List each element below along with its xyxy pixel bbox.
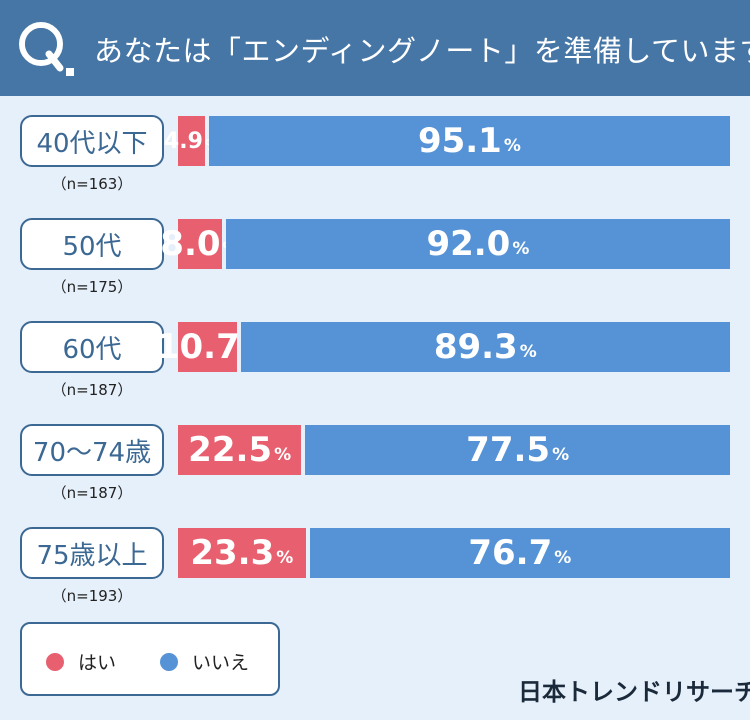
data-label-value: 77.5 bbox=[466, 430, 551, 470]
legend-label-yes: はい bbox=[78, 652, 117, 674]
sample-size-label: （n=193） bbox=[51, 587, 133, 605]
bar-segment-yes: 8.0% bbox=[160, 219, 240, 269]
category-label: 50代 bbox=[20, 218, 164, 270]
bar-segment-yes: 23.3% bbox=[178, 528, 306, 578]
stacked-bar: 8.0%92.0% bbox=[160, 219, 730, 269]
chart-row: 40代以下（n=163）4.9%95.1% bbox=[0, 115, 750, 225]
data-label-value: 95.1 bbox=[417, 121, 502, 161]
question-header: あなたは「エンディングノート」を準備していますか？ bbox=[0, 0, 750, 96]
bar-segment-no: 92.0% bbox=[225, 219, 730, 269]
legend-dot-yes bbox=[46, 652, 64, 671]
stacked-bar: 10.7%89.3% bbox=[156, 322, 730, 372]
data-label-unit: % bbox=[274, 445, 292, 465]
bar-segment-yes: 22.5% bbox=[178, 425, 302, 475]
chart-row: 75歳以上 （n=193） 23.3% 76.7% bbox=[0, 527, 750, 637]
category-label: 40代以下 bbox=[20, 115, 164, 167]
legend-dot-no bbox=[160, 652, 178, 671]
data-label-value: 10.7 bbox=[155, 327, 240, 367]
category-label: 75歳以上 bbox=[20, 527, 164, 579]
stacked-bar: 22.5% 77.5% bbox=[178, 425, 730, 475]
data-label-unit: % bbox=[554, 548, 572, 568]
bar-segment-no: 77.5% bbox=[305, 425, 730, 475]
data-label-unit: % bbox=[512, 239, 530, 259]
data-label-value: 22.5 bbox=[188, 430, 273, 470]
legend-label-no: いいえ bbox=[192, 652, 250, 674]
legend: はい いいえ bbox=[20, 622, 280, 696]
data-label-value: 76.7 bbox=[468, 533, 553, 573]
data-label-value: 92.0 bbox=[426, 224, 511, 264]
data-label-unit: % bbox=[276, 548, 294, 568]
sample-size-label: （n=187） bbox=[51, 484, 133, 502]
data-label-value: 23.3 bbox=[190, 533, 275, 573]
bar-segment-no: 89.3% bbox=[240, 322, 730, 372]
bar-segment-yes: 4.9% bbox=[164, 116, 219, 166]
data-label-value: 89.3 bbox=[433, 327, 518, 367]
data-label-value: 8.0 bbox=[160, 224, 221, 264]
chart-row: 50代（n=175）8.0%92.0% bbox=[0, 218, 750, 328]
stacked-bar: 23.3% 76.7% bbox=[178, 528, 730, 578]
brand-logo: 日本トレンドリサーチ bbox=[518, 678, 750, 706]
q-mark-icon bbox=[19, 22, 74, 76]
sample-size-label: （n=187） bbox=[51, 381, 133, 399]
chart-row: 60代（n=187）10.7%89.3% bbox=[0, 321, 750, 431]
stacked-bar: 4.9%95.1% bbox=[164, 116, 730, 166]
data-label-unit: % bbox=[503, 136, 521, 156]
category-label: 70〜74歳 bbox=[20, 424, 164, 476]
bar-segment-no: 95.1% bbox=[208, 116, 730, 166]
question-title: あなたは「エンディングノート」を準備していますか？ bbox=[94, 34, 750, 68]
bar-segment-yes: 10.7% bbox=[156, 322, 259, 372]
sample-size-label: （n=175） bbox=[51, 278, 133, 296]
data-label-value: 4.9 bbox=[163, 128, 203, 154]
data-label-unit: % bbox=[519, 342, 537, 362]
chart-row: 70〜74歳 （n=187） 22.5% 77.5% bbox=[0, 424, 750, 534]
legend-item-no: いいえ bbox=[160, 648, 249, 675]
data-label-unit: % bbox=[552, 445, 570, 465]
bar-segment-no: 76.7% bbox=[309, 528, 730, 578]
category-label: 60代 bbox=[20, 321, 164, 373]
sample-size-label: （n=163） bbox=[51, 175, 133, 193]
legend-item-yes: はい bbox=[46, 648, 116, 675]
